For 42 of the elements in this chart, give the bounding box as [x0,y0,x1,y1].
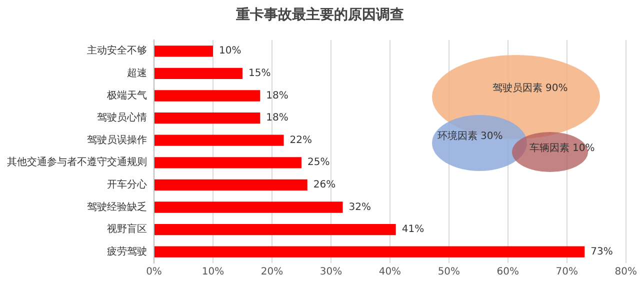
bar [154,246,585,258]
bar [154,90,260,102]
annotation: 环境因素 30% [437,130,503,143]
data-label: 15% [248,68,271,80]
data-label: 18% [266,90,288,102]
data-label: 22% [290,134,312,146]
x-tick-label: 0% [146,266,162,278]
x-tick-label: 50% [438,266,460,278]
x-tick-label: 30% [320,266,342,278]
data-label: 41% [402,224,424,236]
x-tick-label: 20% [260,266,284,278]
y-tick-label: 超速 [127,67,147,80]
annotation: 驾驶员因素 90% [492,82,568,95]
bar [154,68,242,80]
y-tick-label: 极端天气 [106,89,147,102]
data-label: 10% [218,46,242,57]
y-tick-label: 驾驶经验缺乏 [87,200,147,213]
bar [154,134,284,146]
y-tick-label: 主动安全不够 [87,44,147,57]
data-label: 25% [307,157,330,168]
data-label: 26% [313,180,336,191]
data-label: 73% [590,246,613,258]
x-tick-label: 10% [202,266,224,278]
y-tick-label: 开车分心 [107,178,147,191]
bar [154,224,396,236]
chart-title: 重卡事故最主要的原因调查 [235,6,405,24]
bar [154,157,302,168]
data-label: 18% [266,112,288,124]
y-tick-label: 驾驶员心情 [97,112,147,124]
x-tick-label: 60% [496,266,520,278]
y-tick-label: 驾驶员误操作 [87,134,147,146]
data-label: 32% [348,202,371,213]
bar [154,202,343,213]
x-tick-label: 40% [378,266,402,278]
bar [154,179,308,191]
y-tick-label: 疲劳驾驶 [107,245,147,258]
y-tick-label: 视野盲区 [107,223,147,236]
x-tick-label: 80% [614,266,638,278]
bar [154,112,260,124]
bar [154,46,213,57]
y-tick-label: 其他交通参与者不遵守交通规则 [7,156,147,168]
x-tick-label: 70% [556,266,578,278]
